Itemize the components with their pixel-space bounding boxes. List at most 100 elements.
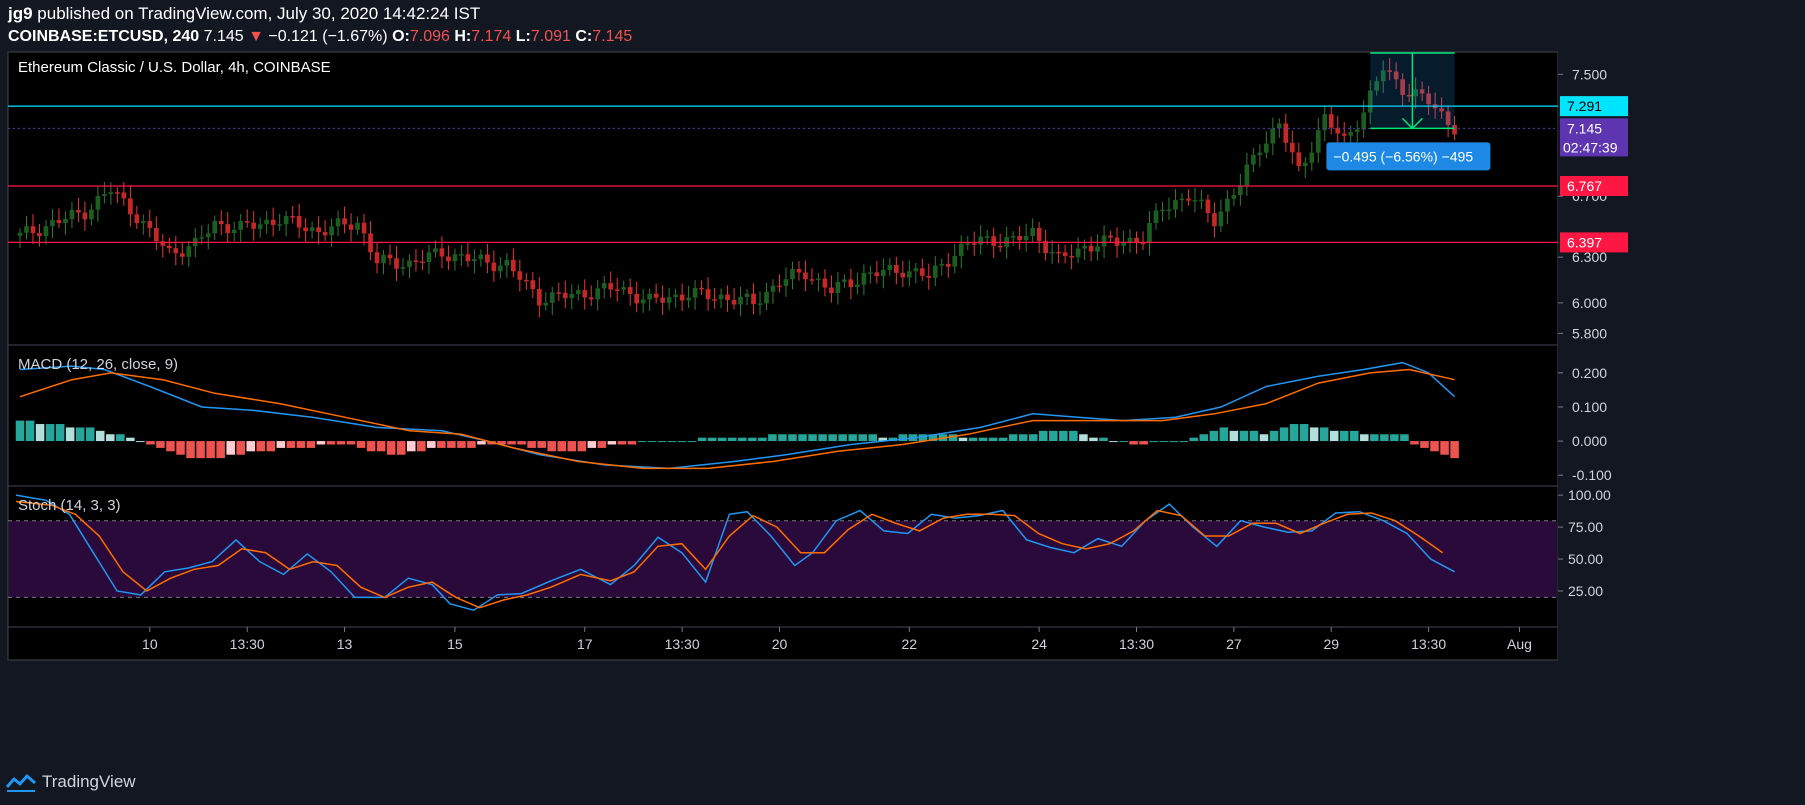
candle-body xyxy=(1251,155,1256,165)
candle-body xyxy=(387,254,393,259)
candle-body xyxy=(770,285,776,292)
stoch-d-line xyxy=(15,500,1444,609)
price-chart-title: Ethereum Classic / U.S. Dollar, 4h, COIN… xyxy=(18,59,331,76)
macd-histogram-bar xyxy=(246,441,256,452)
stoch-tick-label: 100.00 xyxy=(1568,487,1611,503)
candle-body xyxy=(257,224,263,229)
macd-histogram-bar xyxy=(1309,427,1319,442)
macd-histogram-bar xyxy=(437,441,446,448)
time-axis xyxy=(7,626,1559,661)
candle-body xyxy=(296,216,302,228)
candle-body xyxy=(627,287,633,294)
candle-body xyxy=(1238,185,1243,196)
macd-histogram-bar xyxy=(707,437,717,442)
macd-histogram-bar xyxy=(978,437,988,442)
candle-body xyxy=(881,270,886,277)
macd-histogram-bar xyxy=(768,434,777,442)
candle-body xyxy=(1140,242,1146,245)
candle-body xyxy=(744,293,750,297)
candle-body xyxy=(1147,223,1152,244)
candle-body xyxy=(1380,70,1386,82)
candle-body xyxy=(504,259,510,266)
candle-body xyxy=(1315,130,1321,153)
candle-body xyxy=(413,260,419,262)
candle-body xyxy=(283,216,289,225)
candle-body xyxy=(290,216,295,218)
chart-area[interactable]: 7.5006.7006.3006.0005.8007.2916.7676.397… xyxy=(0,0,1805,770)
candle-body xyxy=(115,192,120,194)
candle-body xyxy=(699,287,704,290)
time-tick-label: 22 xyxy=(902,636,918,652)
high-label: H: xyxy=(454,28,472,45)
time-tick-label: 13:30 xyxy=(1411,636,1446,652)
candle-body xyxy=(1069,255,1074,258)
candle-body xyxy=(231,229,237,234)
candle-body xyxy=(829,287,834,294)
macd-histogram-bar xyxy=(898,434,908,442)
macd-histogram-bar xyxy=(697,437,707,442)
candle-body xyxy=(30,226,36,234)
macd-tick-label: -0.100 xyxy=(1572,467,1612,483)
macd-histogram-bar xyxy=(1069,430,1078,442)
macd-histogram-bar xyxy=(477,441,486,445)
price-tick-label: 7.500 xyxy=(1572,66,1607,82)
macd-histogram-bar xyxy=(988,437,998,442)
candle-body xyxy=(1030,227,1035,236)
macd-histogram-bar xyxy=(1279,427,1289,442)
candle-body xyxy=(621,287,627,290)
macd-histogram-bar xyxy=(848,434,857,442)
candle-body xyxy=(608,283,614,290)
level-price-label: 7.291 xyxy=(1567,98,1602,114)
candle-body xyxy=(1289,142,1295,153)
macd-histogram-bar xyxy=(667,441,677,443)
candle-body xyxy=(673,294,678,298)
macd-histogram-bar xyxy=(296,441,306,448)
measure-arrow-icon xyxy=(1401,117,1423,130)
candle-body xyxy=(1264,143,1269,153)
macd-histogram-bar xyxy=(306,441,316,448)
candle-body xyxy=(1010,236,1016,238)
macd-histogram-bar xyxy=(647,441,657,443)
candle-body xyxy=(874,272,880,277)
open-value: 7.096 xyxy=(409,28,450,45)
candle-body xyxy=(179,253,185,257)
candle-body xyxy=(1328,114,1334,128)
macd-histogram-bar xyxy=(216,441,225,459)
candle-body xyxy=(1361,112,1367,130)
macd-tick-label: 0.000 xyxy=(1572,433,1607,449)
macd-histogram-bar xyxy=(1008,434,1018,442)
macd-histogram-bar xyxy=(15,420,25,442)
macd-histogram-bar xyxy=(126,437,135,442)
macd-histogram-bar xyxy=(567,441,577,452)
tradingview-logo-icon[interactable] xyxy=(6,772,36,792)
candle-body xyxy=(1257,152,1263,156)
close-label: C: xyxy=(575,28,593,45)
macd-histogram-bar xyxy=(798,434,807,442)
candle-body xyxy=(244,221,250,223)
candle-body xyxy=(1017,236,1023,241)
candle-body xyxy=(517,271,523,280)
stoch-title: Stoch (14, 3, 3) xyxy=(18,497,121,514)
candle-body xyxy=(498,265,503,272)
macd-histogram-bar xyxy=(617,441,627,445)
candle-body xyxy=(140,221,146,224)
footer-brand[interactable]: TradingView xyxy=(42,772,136,791)
symbol-name[interactable]: COINBASE:ETCUSD, 240 xyxy=(8,28,200,45)
author-name[interactable]: jg9 xyxy=(8,4,33,23)
candle-body xyxy=(24,226,29,233)
candle-body xyxy=(1367,90,1373,113)
open-label: O: xyxy=(392,28,410,45)
time-tick-label: 17 xyxy=(577,636,593,652)
candle-body xyxy=(1127,237,1133,243)
stoch-tick-label: 75.00 xyxy=(1568,519,1603,535)
candle-body xyxy=(270,219,276,225)
candle-body xyxy=(134,214,140,224)
candle-body xyxy=(1160,209,1165,212)
candle-body xyxy=(329,226,334,236)
candle-body xyxy=(277,224,282,226)
candle-body xyxy=(485,254,490,263)
high-value: 7.174 xyxy=(471,28,512,45)
price-change: −0.121 (−1.67%) xyxy=(268,28,388,45)
macd-histogram-bar xyxy=(1269,430,1279,442)
candle-body xyxy=(543,302,549,306)
